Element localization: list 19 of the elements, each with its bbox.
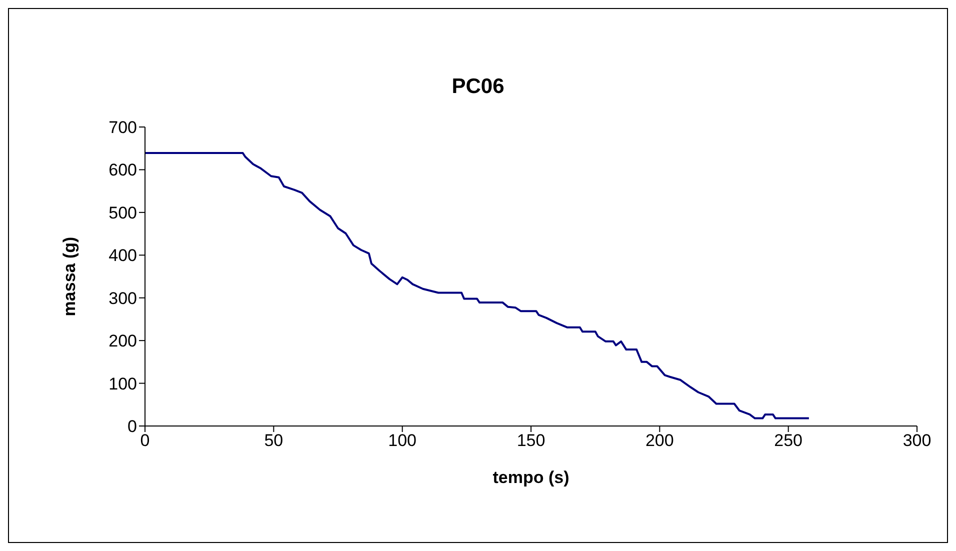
- y-tick-label: 100: [108, 374, 137, 394]
- y-tick-label: 300: [108, 288, 137, 308]
- y-tick-label: 600: [108, 160, 137, 180]
- x-tick-label: 250: [774, 431, 803, 450]
- y-tick-label: 400: [108, 246, 137, 266]
- x-tick-label: 200: [645, 431, 674, 450]
- x-tick-label: 100: [388, 431, 417, 450]
- x-tick-label: 150: [516, 431, 546, 450]
- x-tick-label: 0: [140, 431, 150, 450]
- line-series: [145, 152, 810, 420]
- x-tick-label: 50: [264, 431, 284, 450]
- x-axis-title: tempo (s): [492, 468, 570, 488]
- chart-title: PC06: [450, 75, 506, 99]
- y-tick-label: 0: [128, 417, 137, 436]
- y-tick-label: 500: [108, 203, 137, 222]
- x-tick-label: 300: [902, 431, 932, 450]
- y-tick-label: 200: [108, 332, 137, 351]
- y-tick-label: 700: [108, 118, 137, 138]
- y-axis-title: massa (g): [60, 236, 80, 316]
